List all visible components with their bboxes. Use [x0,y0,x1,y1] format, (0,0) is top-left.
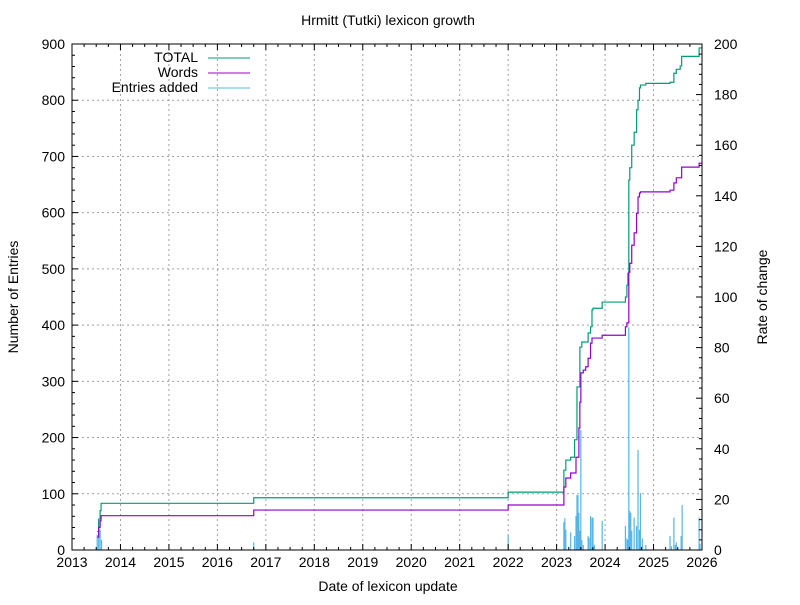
x-tick-label: 2019 [347,554,378,570]
legend-label-total: TOTAL [154,49,198,65]
ticks: 2013 2014 2015 2016 2017 2018 2019 2020 2021 2022… [42,36,738,570]
plot-marks [96,47,702,550]
y2-tick-label: 120 [714,238,738,254]
y-tick-label: 0 [57,542,65,558]
x-tick-label: 2022 [493,554,524,570]
legend-label-words: Words [158,64,198,80]
y2-tick-label: 140 [714,188,738,204]
y-tick-label: 700 [42,148,66,164]
x-tick-label: 2015 [153,554,184,570]
y-tick-label: 600 [42,205,66,221]
x-axis-label: Date of lexicon update [318,578,458,594]
y2-tick-label: 20 [714,491,730,507]
y-axis-label: Number of Entries [5,241,21,354]
y2-tick-label: 60 [714,390,730,406]
y-tick-label: 200 [42,430,66,446]
y2-tick-label: 0 [714,542,722,558]
legend-label-added: Entries added [112,79,198,95]
y2-axis-label: Rate of change [754,249,770,344]
x-tick-label: 2013 [56,554,87,570]
y-tick-label: 300 [42,373,66,389]
x-tick-label: 2026 [686,554,717,570]
y2-tick-label: 100 [714,289,738,305]
words-line [97,162,702,538]
x-tick-label: 2016 [202,554,233,570]
x-tick-label: 2014 [105,554,136,570]
y2-tick-label: 160 [714,137,738,153]
y2-tick-label: 180 [714,87,738,103]
legend: TOTAL Words Entries added [112,49,250,95]
y-tick-label: 900 [42,36,66,52]
x-tick-label: 2020 [396,554,427,570]
y2-tick-label: 200 [714,36,738,52]
x-tick-label: 2023 [541,554,572,570]
chart-title: Hrmitt (Tutki) lexicon growth [301,12,475,28]
x-tick-label: 2021 [444,554,475,570]
x-tick-label: 2024 [589,554,620,570]
total-line [97,47,702,533]
y-tick-label: 800 [42,92,66,108]
plot-border [71,43,703,551]
y-tick-label: 100 [42,486,66,502]
y-tick-label: 500 [42,261,66,277]
y-tick-label: 400 [42,317,66,333]
grid [72,44,702,550]
y2-tick-label: 40 [714,441,730,457]
x-tick-label: 2025 [638,554,669,570]
x-tick-label: 2017 [250,554,281,570]
x-tick-label: 2018 [299,554,330,570]
y2-tick-label: 80 [714,340,730,356]
